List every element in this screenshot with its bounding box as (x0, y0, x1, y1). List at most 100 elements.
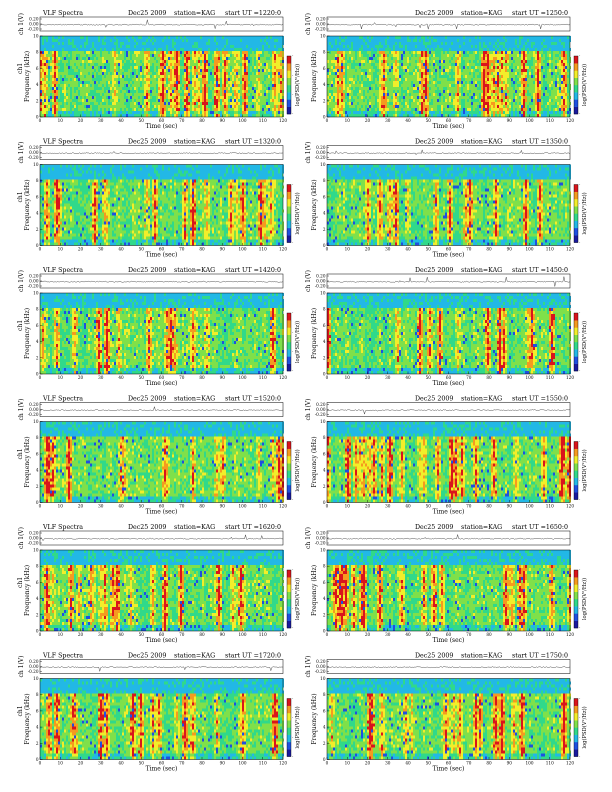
spectrogram-ytick-label: 2 (36, 227, 39, 232)
spectrogram-xtick-label: 110 (546, 247, 554, 252)
colorbar-label: log(PSD(V²/Hz)) (581, 192, 588, 234)
colorbar-tick-label: - (292, 202, 294, 206)
spectrogram-xtick-label: 30 (98, 118, 104, 123)
colorbar-segment (574, 713, 578, 721)
spectrogram-cells (327, 36, 571, 117)
spectrogram-xlabel: Time (sec) (146, 123, 178, 130)
colorbar-segment (574, 742, 578, 750)
colorbar-tick-label: - (579, 755, 581, 759)
spectrogram-xtick-label: 60 (446, 247, 452, 252)
colorbar-segment (287, 448, 291, 457)
colorbar-segment (574, 492, 578, 500)
colorbar-tick-label: - (292, 241, 294, 245)
colorbar-segment (574, 477, 578, 486)
spectrogram-xtick-label: 10 (345, 632, 351, 637)
spectrogram-xtick-label: 0 (326, 632, 329, 637)
spectrogram-xtick-label: 50 (139, 632, 145, 637)
spectrogram-xtick-label: 30 (385, 247, 391, 252)
spectrogram-xtick-label: 10 (58, 632, 64, 637)
spectrogram-ytick-label: 0 (36, 500, 39, 505)
colorbar-segment (287, 235, 291, 243)
spectrogram-xtick-label: 30 (385, 504, 391, 509)
colorbar-tick-label: - (579, 697, 581, 701)
spectrogram-xtick-label: 60 (446, 375, 452, 380)
colorbar-label: log(PSD(V²/Hz)) (294, 192, 301, 234)
spectrogram-ytick-label: 6 (323, 580, 326, 585)
spectrogram-xtick-label: 110 (546, 632, 554, 637)
panel-start-ut: start UT =1320:0 (225, 139, 281, 146)
colorbar-tick-label: - (579, 93, 581, 97)
channel-label: ch1 (17, 577, 24, 588)
colorbar-tick-label: - (292, 183, 294, 187)
colorbar-segment (574, 463, 578, 471)
spectrogram-xtick-label: 40 (118, 504, 124, 509)
spectrogram-xtick-label: 120 (279, 632, 287, 637)
colorbar-segment (574, 584, 578, 592)
spectrogram-xtick-label: 110 (259, 761, 267, 766)
colorbar-segment (574, 56, 578, 64)
spectrogram-xtick-label: 70 (466, 632, 472, 637)
colorbar-segment (287, 713, 291, 721)
spectrogram-xtick-label: 120 (566, 375, 574, 380)
colorbar-segment (287, 327, 291, 335)
spectrogram-xtick-label: 20 (365, 247, 371, 252)
spectrogram-xtick-label: 60 (159, 504, 165, 509)
spectrogram-ytick-label: 2 (323, 484, 326, 489)
spectrogram-panel: VLF Spectra Dec25 2009 station=KAG start UT… (17, 267, 301, 387)
colorbar-segment (287, 213, 291, 221)
spectrogram-xtick-label: 40 (405, 632, 411, 637)
spectrogram-ytick-label: 8 (323, 307, 326, 312)
waveform-ytick-label: -0.20 (28, 412, 39, 417)
waveform-ytick-label: 0.00 (316, 407, 326, 412)
colorbar-segment (287, 106, 291, 115)
waveform-ytick-label: 0.20 (316, 659, 326, 664)
colorbar-segment (287, 320, 291, 328)
colorbar-segment (574, 327, 578, 335)
spectrogram-xtick-label: 120 (279, 504, 287, 509)
spectrogram-ytick-label: 6 (36, 708, 39, 713)
colorbar-tick-label: - (292, 440, 294, 444)
spectrogram-ytick-label: 0 (323, 500, 326, 505)
spectrogram-xtick-label: 0 (326, 375, 329, 380)
spectrogram-ytick-label: 10 (33, 548, 39, 553)
colorbar-label: log(PSD(V²/Hz)) (581, 706, 588, 748)
spectrogram-xtick-label: 110 (259, 632, 267, 637)
colorbar-frame (286, 698, 292, 757)
waveform-trace (326, 409, 571, 415)
colorbar-tick-label: - (292, 459, 294, 463)
waveform-ytick-label: -0.20 (28, 669, 39, 674)
panel-start-ut: start UT =1450:0 (512, 267, 568, 274)
spectrogram-xtick-label: 20 (365, 118, 371, 123)
spectrogram-ytick-label: 6 (36, 323, 39, 328)
colorbar-frame (286, 55, 292, 115)
spectrogram-ytick-label: 4 (36, 339, 39, 344)
waveform-ytick-label: 0.20 (29, 273, 39, 278)
spectrogram-xtick-label: 40 (118, 761, 124, 766)
colorbar-segment (287, 727, 291, 735)
panel-station: station=KAG (461, 139, 502, 146)
panel-station: station=KAG (461, 396, 502, 403)
spectrogram-ytick-label: 10 (320, 548, 326, 553)
spectrogram-xtick-label: 0 (39, 761, 42, 766)
colorbar-segment (287, 220, 291, 229)
spectrogram-xtick-label: 110 (259, 375, 267, 380)
spectrogram-panel: VLF Spectra Dec25 2009 station=KAG start UT… (17, 396, 301, 516)
colorbar-tick-label: - (579, 221, 581, 225)
panel-start-ut: start UT =1550:0 (512, 396, 568, 403)
spectrogram-ytick-label: 2 (36, 98, 39, 103)
spectrogram-ytick-label: 10 (320, 291, 326, 296)
colorbar-segment (574, 363, 578, 372)
spectrogram-xtick-label: 10 (58, 504, 64, 509)
colorbar-frame (573, 441, 579, 500)
waveform-frame (326, 659, 571, 674)
spectrogram-ytick-label: 0 (36, 243, 39, 248)
colorbar-tick-label: - (579, 626, 581, 630)
spectrogram-xtick-label: 90 (507, 761, 513, 766)
spectrogram-xtick-label: 70 (179, 375, 185, 380)
spectrogram-xtick-label: 70 (179, 632, 185, 637)
spectrogram-xtick-label: 10 (345, 118, 351, 123)
spectrogram-xtick-label: 20 (365, 761, 371, 766)
colorbar-segment (287, 191, 291, 200)
colorbar-segment (574, 599, 578, 607)
waveform-ytick-label: 0.20 (29, 402, 39, 407)
